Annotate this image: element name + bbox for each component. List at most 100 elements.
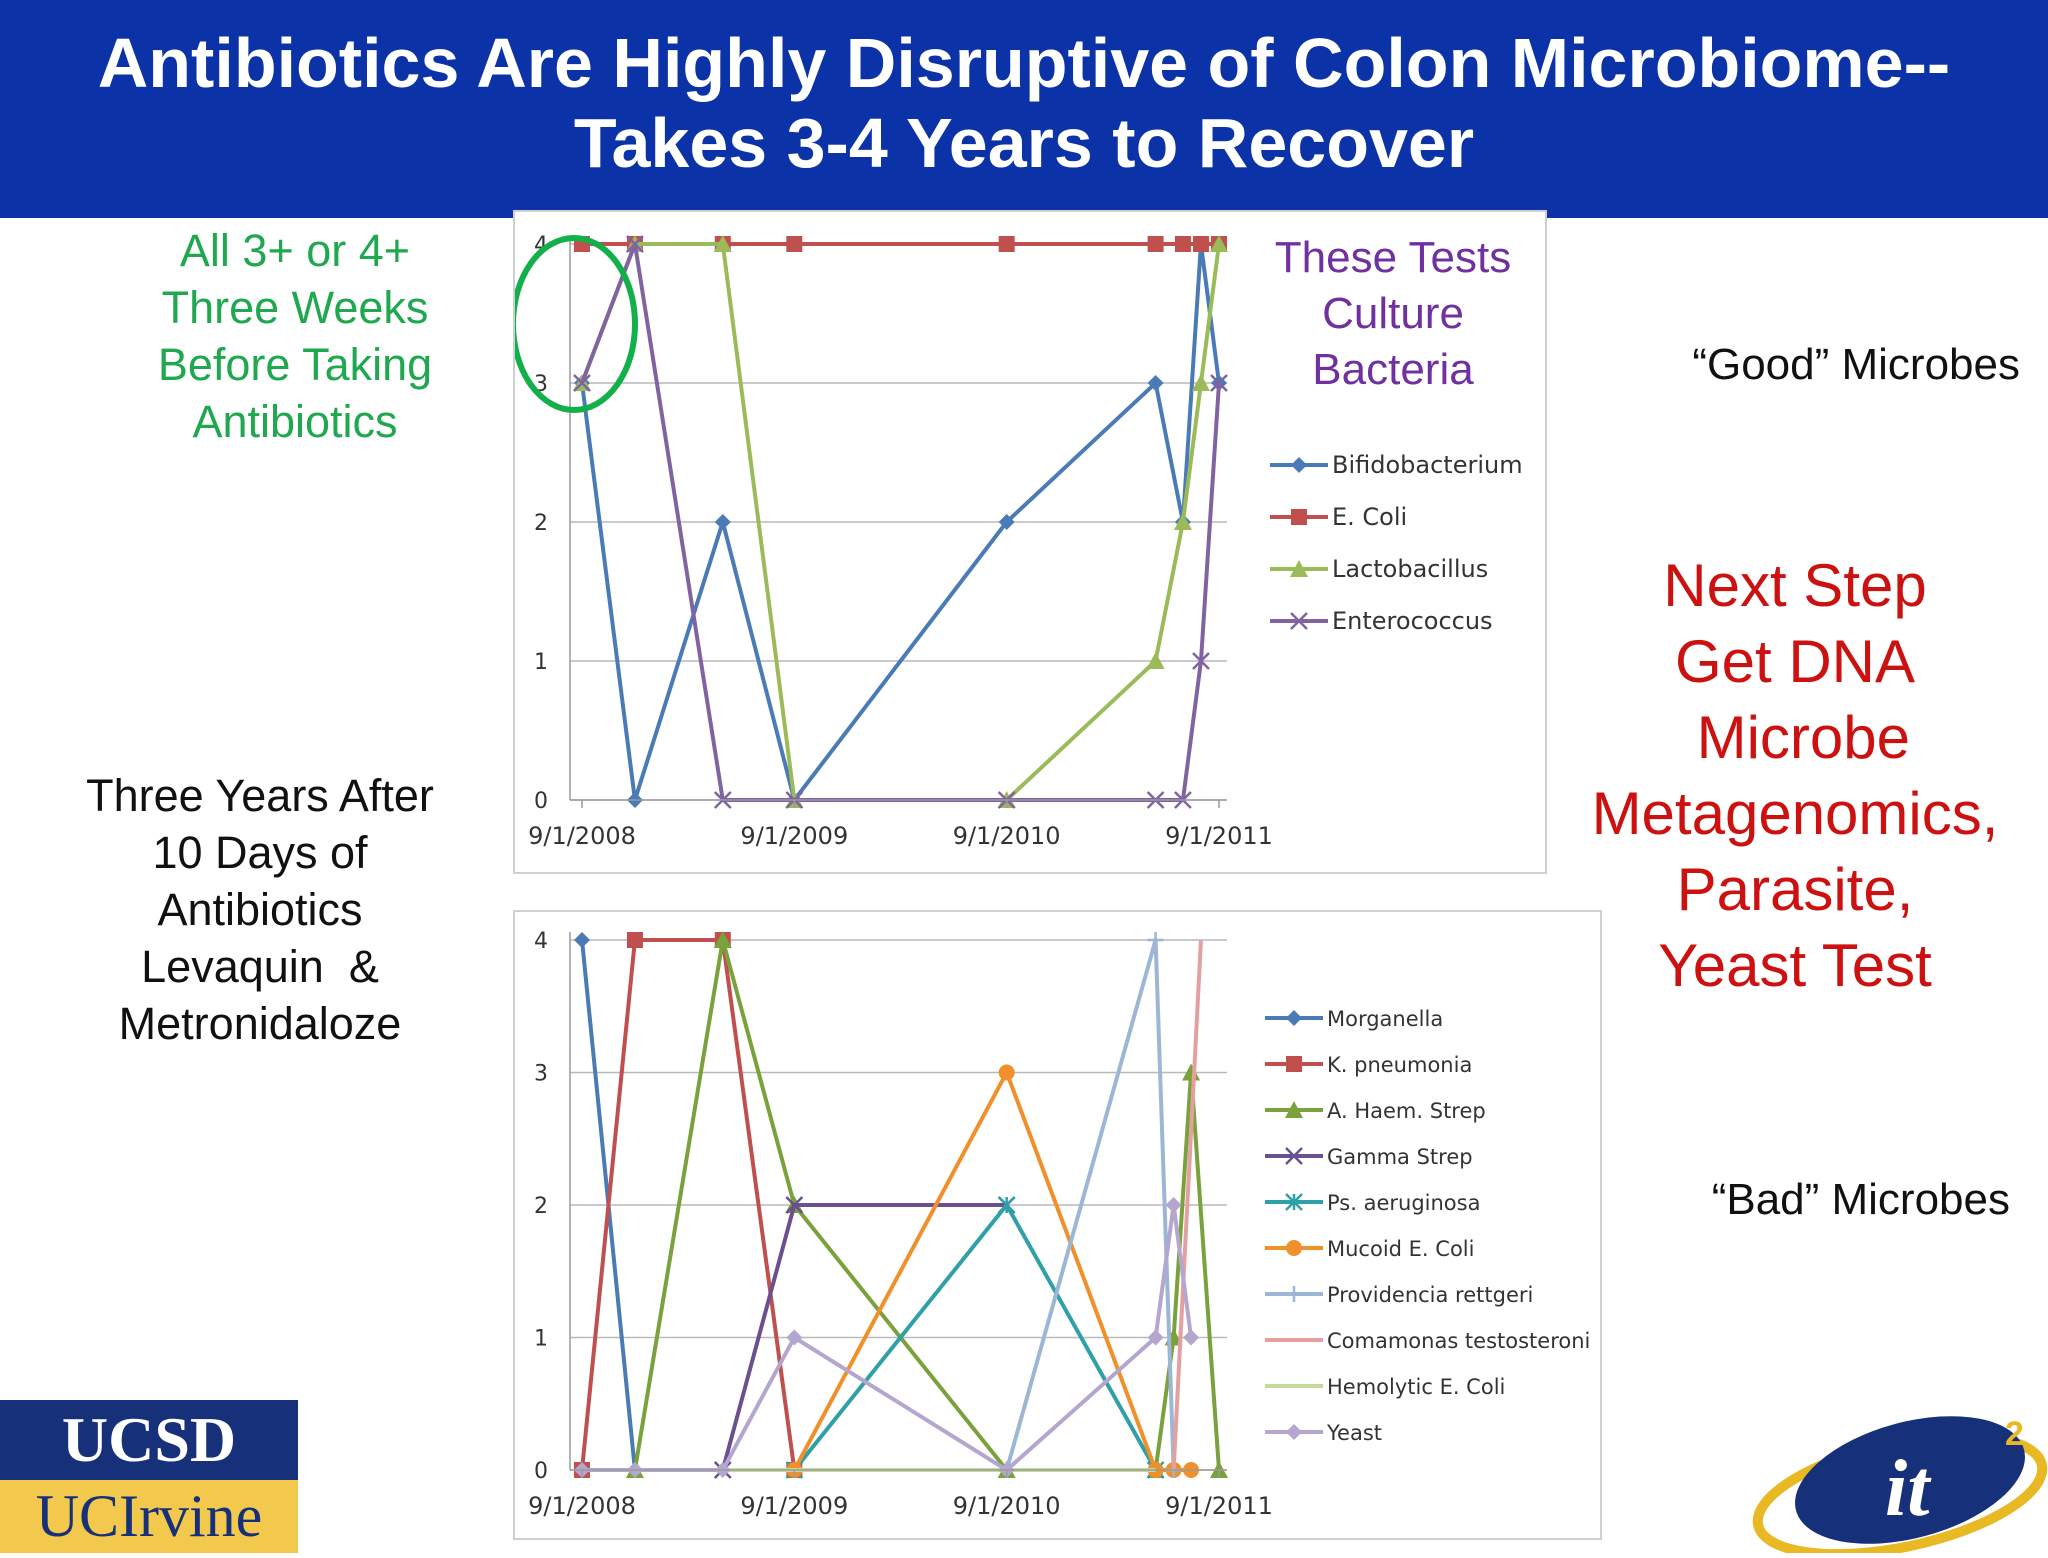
y-tick-label: 1 <box>534 650 548 675</box>
y-tick-label: 0 <box>534 789 548 814</box>
legend-label: A. Haem. Strep <box>1327 1099 1486 1123</box>
x-tick-label: 9/1/2011 <box>1165 822 1273 850</box>
note-line: Levaquin & <box>141 941 379 992</box>
x-tick-label: 9/1/2009 <box>740 822 848 850</box>
title-banner: Antibiotics Are Highly Disruptive of Col… <box>0 0 2048 218</box>
data-point-yeast <box>1165 1197 1182 1213</box>
legend-label: Ps. aeruginosa <box>1327 1191 1480 1215</box>
note-line: Antibiotics <box>157 884 363 935</box>
series-line-comamonas-testosteroni <box>1171 939 1203 1471</box>
data-point-k-pneumonia <box>626 932 643 948</box>
uc-irvine-logo: UCIrvine <box>0 1480 298 1553</box>
chart-callout-line: Bacteria <box>1312 345 1474 394</box>
data-point-e-coli <box>998 236 1015 252</box>
data-point-bifidobacterium <box>998 514 1015 530</box>
legend-label: Bifidobacterium <box>1332 451 1523 479</box>
series-line-k-pneumonia <box>580 938 797 1471</box>
x-tick-label: 9/1/2010 <box>953 822 1061 850</box>
note-line: 10 Days of <box>152 827 368 878</box>
y-tick-label: 1 <box>534 1327 548 1352</box>
note-line: Parasite, <box>1676 856 1914 923</box>
note-line: Antibiotics <box>192 396 398 447</box>
good-microbes-label: “Good” Microbes <box>1692 340 2020 389</box>
note-line: Get DNA <box>1674 628 1916 695</box>
y-tick-label: 2 <box>534 511 548 536</box>
legend-label: Lactobacillus <box>1332 555 1488 583</box>
legend-marker <box>1290 612 1308 630</box>
it2-logo-text: it <box>1885 1445 1932 1533</box>
series-line-mucoid-e-coli <box>792 1070 1192 1472</box>
data-point-e-coli <box>786 236 803 252</box>
slide-title-line-2: Takes 3-4 Years to Recover <box>573 104 1475 182</box>
legend-marker <box>1286 1010 1302 1026</box>
bad-microbes-label: “Bad” Microbes <box>1711 1175 2010 1224</box>
legend-label: E. Coli <box>1332 503 1407 531</box>
legend-marker <box>1291 509 1307 525</box>
note-line: Microbe <box>1679 704 1911 771</box>
legend-label: Morganella <box>1327 1007 1443 1031</box>
y-tick-label: 0 <box>534 1459 548 1484</box>
x-tick-label: 9/1/2009 <box>740 1492 848 1520</box>
data-point-lactobacillus <box>1146 652 1165 669</box>
legend-label: K. pneumonia <box>1327 1053 1472 1077</box>
legend-label: Yeast <box>1326 1421 1382 1445</box>
note-line: Metronidaloze <box>118 998 402 1049</box>
next-step-note: Next Step Get DNA Microbe Metagenomics, … <box>1560 548 2030 1004</box>
slide-title-line-1: Antibiotics Are Highly Disruptive of Col… <box>97 24 1951 102</box>
good-microbes-chart: 0 1 2 3 4 9/1/2008 9/1/2009 9/1/2010 9/1/2011 Bi… <box>510 210 1547 874</box>
legend-marker <box>1286 1286 1302 1302</box>
data-point-providencia-rettgeri <box>1147 932 1164 948</box>
x-tick-label: 9/1/2011 <box>1165 1492 1273 1520</box>
chart-callout-line: Culture <box>1322 289 1464 338</box>
data-point-yeast <box>1183 1329 1200 1346</box>
baseline-highlight-circle <box>510 235 638 413</box>
data-point-e-coli <box>1147 236 1164 252</box>
note-line: Three Weeks <box>161 282 429 333</box>
data-point-bifidobacterium <box>1147 375 1164 391</box>
data-point-morganella <box>574 932 590 948</box>
data-point-bifidobacterium <box>714 514 731 530</box>
note-line: Yeast Test <box>1658 932 1932 999</box>
legend-marker <box>1290 560 1308 577</box>
data-point-enterococcus <box>1192 652 1210 670</box>
data-point-lactobacillus <box>713 235 732 252</box>
data-point-enterococcus <box>1210 374 1228 392</box>
it2-logo: it 2 <box>1750 1405 2048 1558</box>
legend-label: Hemolytic E. Coli <box>1327 1375 1505 1399</box>
x-tick-label: 9/1/2010 <box>953 1492 1061 1520</box>
x-tick-label: 9/1/2008 <box>528 1492 636 1520</box>
ucsd-logo: UCSD <box>0 1400 298 1480</box>
note-line: Three Years After <box>86 770 434 821</box>
y-tick-label: 2 <box>534 1194 548 1219</box>
data-point-ps-aeruginosa <box>997 1196 1016 1214</box>
legend-label: Enterococcus <box>1332 607 1493 635</box>
data-point-lactobacillus <box>1173 513 1192 530</box>
note-line: Before Taking <box>157 339 433 390</box>
data-point-yeast <box>1147 1329 1164 1346</box>
bad-microbes-chart: 0 1 2 3 4 9/1/2008 9/1/2009 9/1/2010 9/1/2011 Mo… <box>513 910 1602 1540</box>
legend-label: Mucoid E. Coli <box>1327 1237 1474 1261</box>
legend-marker <box>1285 1101 1303 1118</box>
y-tick-label: 4 <box>534 929 548 954</box>
after-antibiotics-note: Three Years After 10 Days of Antibiotics… <box>55 767 465 1052</box>
note-line: Next Step <box>1663 552 1927 619</box>
data-point-enterococcus <box>626 235 644 253</box>
before-antibiotics-note: All 3+ or 4+ Three Weeks Before Taking A… <box>130 222 460 450</box>
legend-marker <box>1286 1240 1302 1256</box>
data-point-e-coli <box>1192 236 1209 252</box>
legend-marker <box>1285 1193 1303 1211</box>
data-point-mucoid-e-coli <box>998 1064 1015 1081</box>
chart-callout-line: These Tests <box>1275 233 1511 282</box>
legend-marker <box>1285 1147 1303 1165</box>
data-point-a-haem-strep <box>713 931 732 948</box>
data-point-lactobacillus <box>1191 374 1210 391</box>
y-tick-label: 3 <box>534 1062 548 1087</box>
data-point-e-coli <box>1174 236 1191 252</box>
legend-label: Providencia rettgeri <box>1327 1283 1533 1307</box>
x-tick-label: 9/1/2008 <box>528 822 636 850</box>
data-point-gamma-strep <box>785 1196 804 1214</box>
note-line: All 3+ or 4+ <box>179 225 411 276</box>
note-line: Metagenomics, <box>1591 780 1999 847</box>
it2-logo-superscript: 2 <box>2005 1415 2024 1453</box>
